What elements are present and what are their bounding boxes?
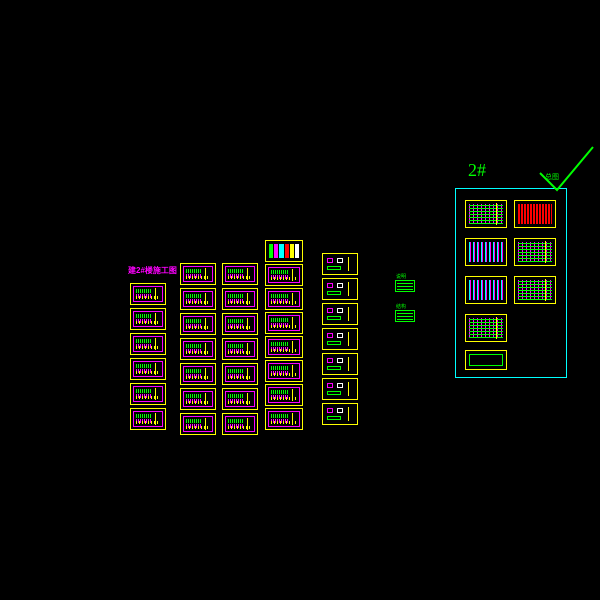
drawing-sheet: [180, 338, 216, 360]
drawing-sheet: [222, 338, 258, 360]
drawing-sheet: [265, 288, 303, 310]
drawing-sheet: [322, 278, 358, 300]
drawing-sheet: [180, 413, 216, 435]
badge: [395, 310, 415, 322]
drawing-sheet: [265, 240, 303, 262]
drawing-sheet: [130, 358, 166, 380]
drawing-sheet: [222, 413, 258, 435]
drawing-sheet: [180, 288, 216, 310]
section-label: 建2#楼施工图: [128, 265, 177, 276]
drawing-sheet: [322, 378, 358, 400]
drawing-sheet: [514, 276, 556, 304]
drawing-sheet: [222, 313, 258, 335]
drawing-sheet: [265, 312, 303, 334]
drawing-sheet: [130, 283, 166, 305]
drawing-sheet: [465, 276, 507, 304]
badge: [395, 280, 415, 292]
drawing-sheet: [180, 388, 216, 410]
drawing-sheet: [465, 200, 507, 228]
drawing-sheet: [222, 263, 258, 285]
drawing-sheet: [180, 363, 216, 385]
drawing-sheet: [465, 314, 507, 342]
drawing-sheet: [130, 308, 166, 330]
drawing-sheet: [465, 350, 507, 370]
drawing-sheet: [180, 263, 216, 285]
drawing-sheet: [130, 408, 166, 430]
drawing-sheet: [222, 363, 258, 385]
drawing-sheet: [322, 328, 358, 350]
drawing-sheet: [265, 336, 303, 358]
drawing-sheet: [130, 333, 166, 355]
drawing-sheet: [465, 238, 507, 266]
drawing-sheet: [322, 303, 358, 325]
drawing-sheet: [514, 238, 556, 266]
drawing-sheet: [322, 253, 358, 275]
badge-label: 结构: [396, 303, 406, 310]
check-mark-icon: [535, 145, 595, 205]
drawing-sheet: [265, 408, 303, 430]
drawing-sheet: [265, 384, 303, 406]
badge-label: 说明: [396, 273, 406, 280]
drawing-sheet: [180, 313, 216, 335]
drawing-sheet: [222, 388, 258, 410]
drawing-sheet: [322, 353, 358, 375]
drawing-sheet: [265, 264, 303, 286]
drawing-sheet: [322, 403, 358, 425]
group-title: 2#: [468, 160, 486, 181]
drawing-sheet: [265, 360, 303, 382]
drawing-sheet: [130, 383, 166, 405]
drawing-sheet: [222, 288, 258, 310]
